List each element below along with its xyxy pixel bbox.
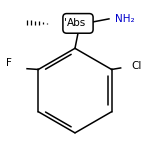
Text: ': ' (64, 18, 67, 27)
Text: Abs: Abs (67, 18, 86, 28)
Text: F: F (6, 58, 12, 68)
Text: NH₂: NH₂ (115, 14, 135, 24)
Text: Cl: Cl (132, 61, 142, 71)
FancyBboxPatch shape (63, 14, 93, 33)
